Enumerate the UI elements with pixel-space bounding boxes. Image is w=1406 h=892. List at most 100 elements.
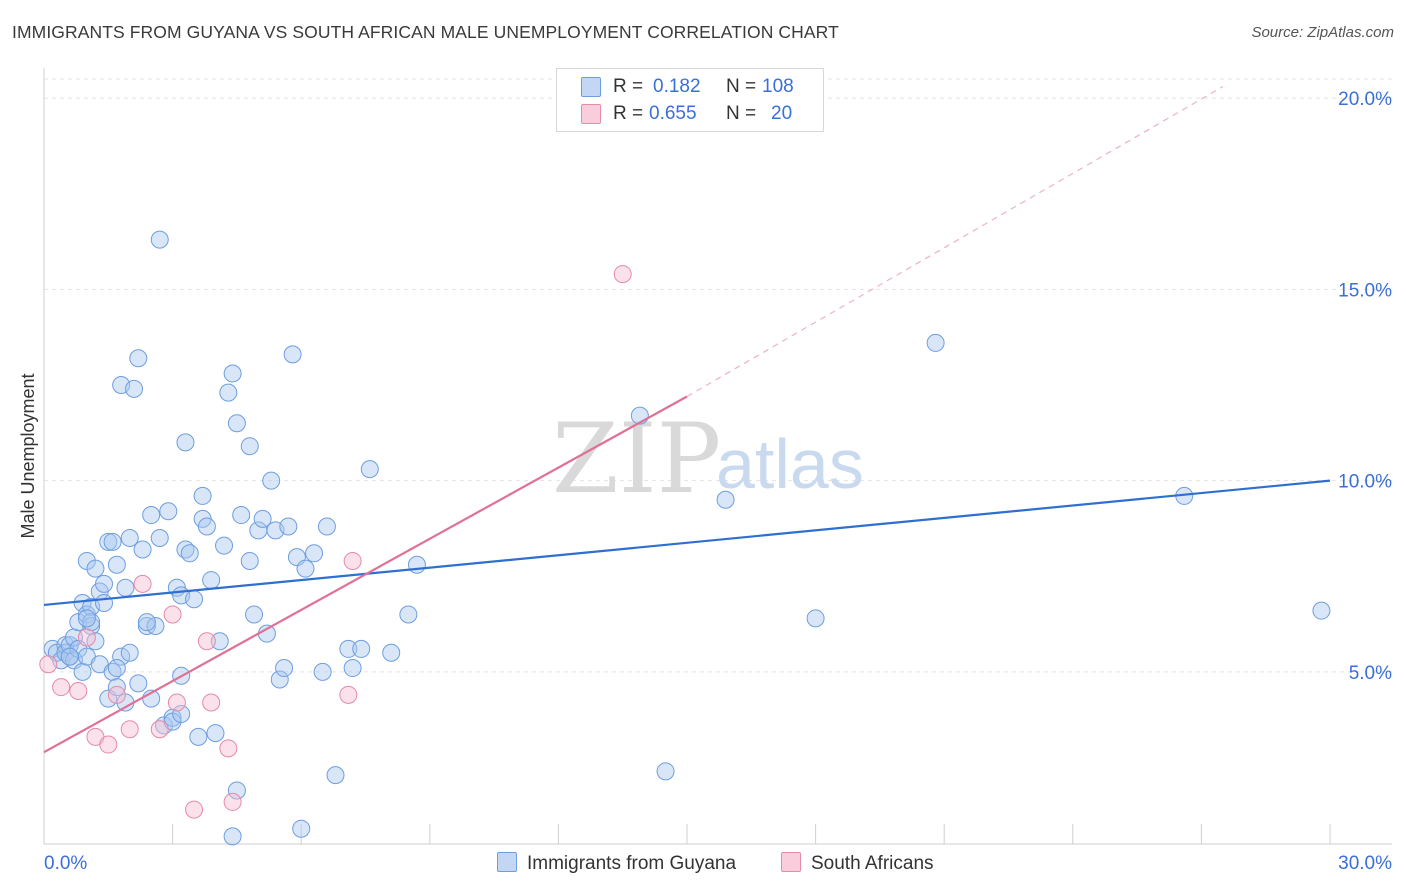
south-africans-trend-line (43, 395, 688, 754)
south-africans-point (69, 682, 88, 700)
guyana-point (107, 555, 126, 574)
guyana-point (86, 632, 105, 651)
guyana-point (223, 827, 242, 846)
bottom-legend-swatch-south-africans (781, 852, 801, 872)
guyana-point (107, 678, 126, 697)
axes (43, 68, 1392, 845)
guyana-point (352, 639, 371, 658)
guyana-point (219, 383, 238, 402)
south-africans-point (613, 265, 632, 284)
guyana-point (116, 578, 135, 597)
south-africans-point (163, 605, 182, 624)
guyana-point (227, 414, 246, 433)
guyana-point (133, 540, 152, 559)
south-africans-point (52, 678, 71, 697)
y-tick-label: 10.0% (1338, 472, 1392, 493)
guyana-point (227, 781, 246, 800)
south-africans-point (197, 632, 216, 651)
guyana-point (382, 643, 401, 662)
legend-n-value: 20 (771, 103, 793, 124)
guyana-point (240, 551, 259, 570)
guyana-point (86, 559, 105, 578)
south-africans-point (99, 735, 118, 754)
guyana-point (129, 349, 148, 368)
bottom-legend-guyana: Immigrants from Guyana (497, 852, 736, 875)
south-africans-point (343, 551, 362, 570)
south-africans-point (219, 739, 238, 758)
guyana-point (262, 471, 281, 490)
south-africans-point (339, 685, 358, 704)
trend-lines (43, 86, 1331, 754)
guyana-point (317, 517, 336, 536)
stats-legend: R = 0.182 N = 108 R = 0.655 N = 20 (556, 68, 824, 132)
guyana-point (60, 647, 79, 666)
legend-n-value: 108 (762, 76, 794, 97)
guyana-point (279, 517, 298, 536)
guyana-point (275, 659, 294, 678)
guyana-point (215, 536, 234, 555)
guyana-point (305, 544, 324, 563)
guyana-point (137, 613, 156, 632)
chart-title: IMMIGRANTS FROM GUYANA VS SOUTH AFRICAN … (12, 22, 839, 42)
guyana-point (95, 594, 114, 613)
south-africans-point (223, 792, 242, 811)
chart-source: Source: ZipAtlas.com (1251, 24, 1394, 41)
guyana-point (146, 616, 165, 635)
guyana-point (399, 605, 418, 624)
guyana-point (73, 662, 92, 681)
legend-swatch-south-africans (581, 104, 601, 124)
guyana-point (296, 559, 315, 578)
tick-labels: 5.0% 10.0% 15.0% 20.0% 0.0% 30.0% (44, 89, 1392, 874)
legend-r-value: 0.655 (649, 103, 697, 124)
south-africans-trend-extension (686, 86, 1224, 397)
guyana-point (176, 433, 195, 452)
guyana-point (656, 762, 675, 781)
guyana-point (99, 532, 118, 551)
y-tick-label: 5.0% (1349, 663, 1392, 684)
guyana-point (223, 364, 242, 383)
bottom-legend-swatch-guyana (497, 852, 517, 872)
guyana-point (185, 590, 204, 609)
bottom-legend-label-south-africans: South Africans (811, 853, 934, 874)
guyana-point (107, 659, 126, 678)
south-africans-point (167, 693, 186, 712)
guyana-point (806, 609, 825, 628)
bottom-legend-south-africans: South Africans (781, 852, 934, 875)
guyana-point (77, 609, 96, 628)
y-tick-label: 20.0% (1338, 89, 1392, 110)
guyana-point (407, 555, 426, 574)
guyana-point (103, 532, 122, 551)
legend-n-label: N = (726, 76, 757, 97)
guyana-point (292, 819, 311, 838)
guyana-point (150, 529, 169, 547)
south-africans-point (202, 693, 221, 712)
legend-r-value: 0.182 (653, 76, 701, 97)
guyana-point (180, 544, 199, 563)
south-africans-point (150, 720, 169, 739)
legend-r-label: R = (613, 76, 644, 97)
watermark-zip: ZIP (552, 403, 721, 515)
guyana-point (339, 639, 358, 658)
guyana-point (313, 662, 332, 681)
guyana-point (270, 670, 289, 689)
guyana-point (159, 502, 178, 521)
guyana-point (129, 674, 148, 693)
guyana-trend-line (43, 479, 1331, 607)
south-africans-point (107, 685, 126, 704)
guyana-point (245, 605, 264, 624)
y-tick-label: 15.0% (1338, 280, 1392, 301)
south-africans-point (185, 800, 204, 819)
guyana-point (206, 724, 225, 743)
watermark-atlas: atlas (716, 425, 864, 503)
guyana-point (142, 506, 161, 525)
guyana-point (253, 509, 272, 528)
guyana-point (95, 574, 114, 593)
guyana-point (232, 506, 251, 525)
south-africans-point (133, 574, 152, 593)
x-tick-label: 30.0% (1338, 853, 1392, 874)
south-africans-point (39, 655, 58, 674)
series-guyana-points (43, 230, 1331, 846)
guyana-point (125, 379, 144, 398)
south-africans-point (77, 628, 96, 647)
